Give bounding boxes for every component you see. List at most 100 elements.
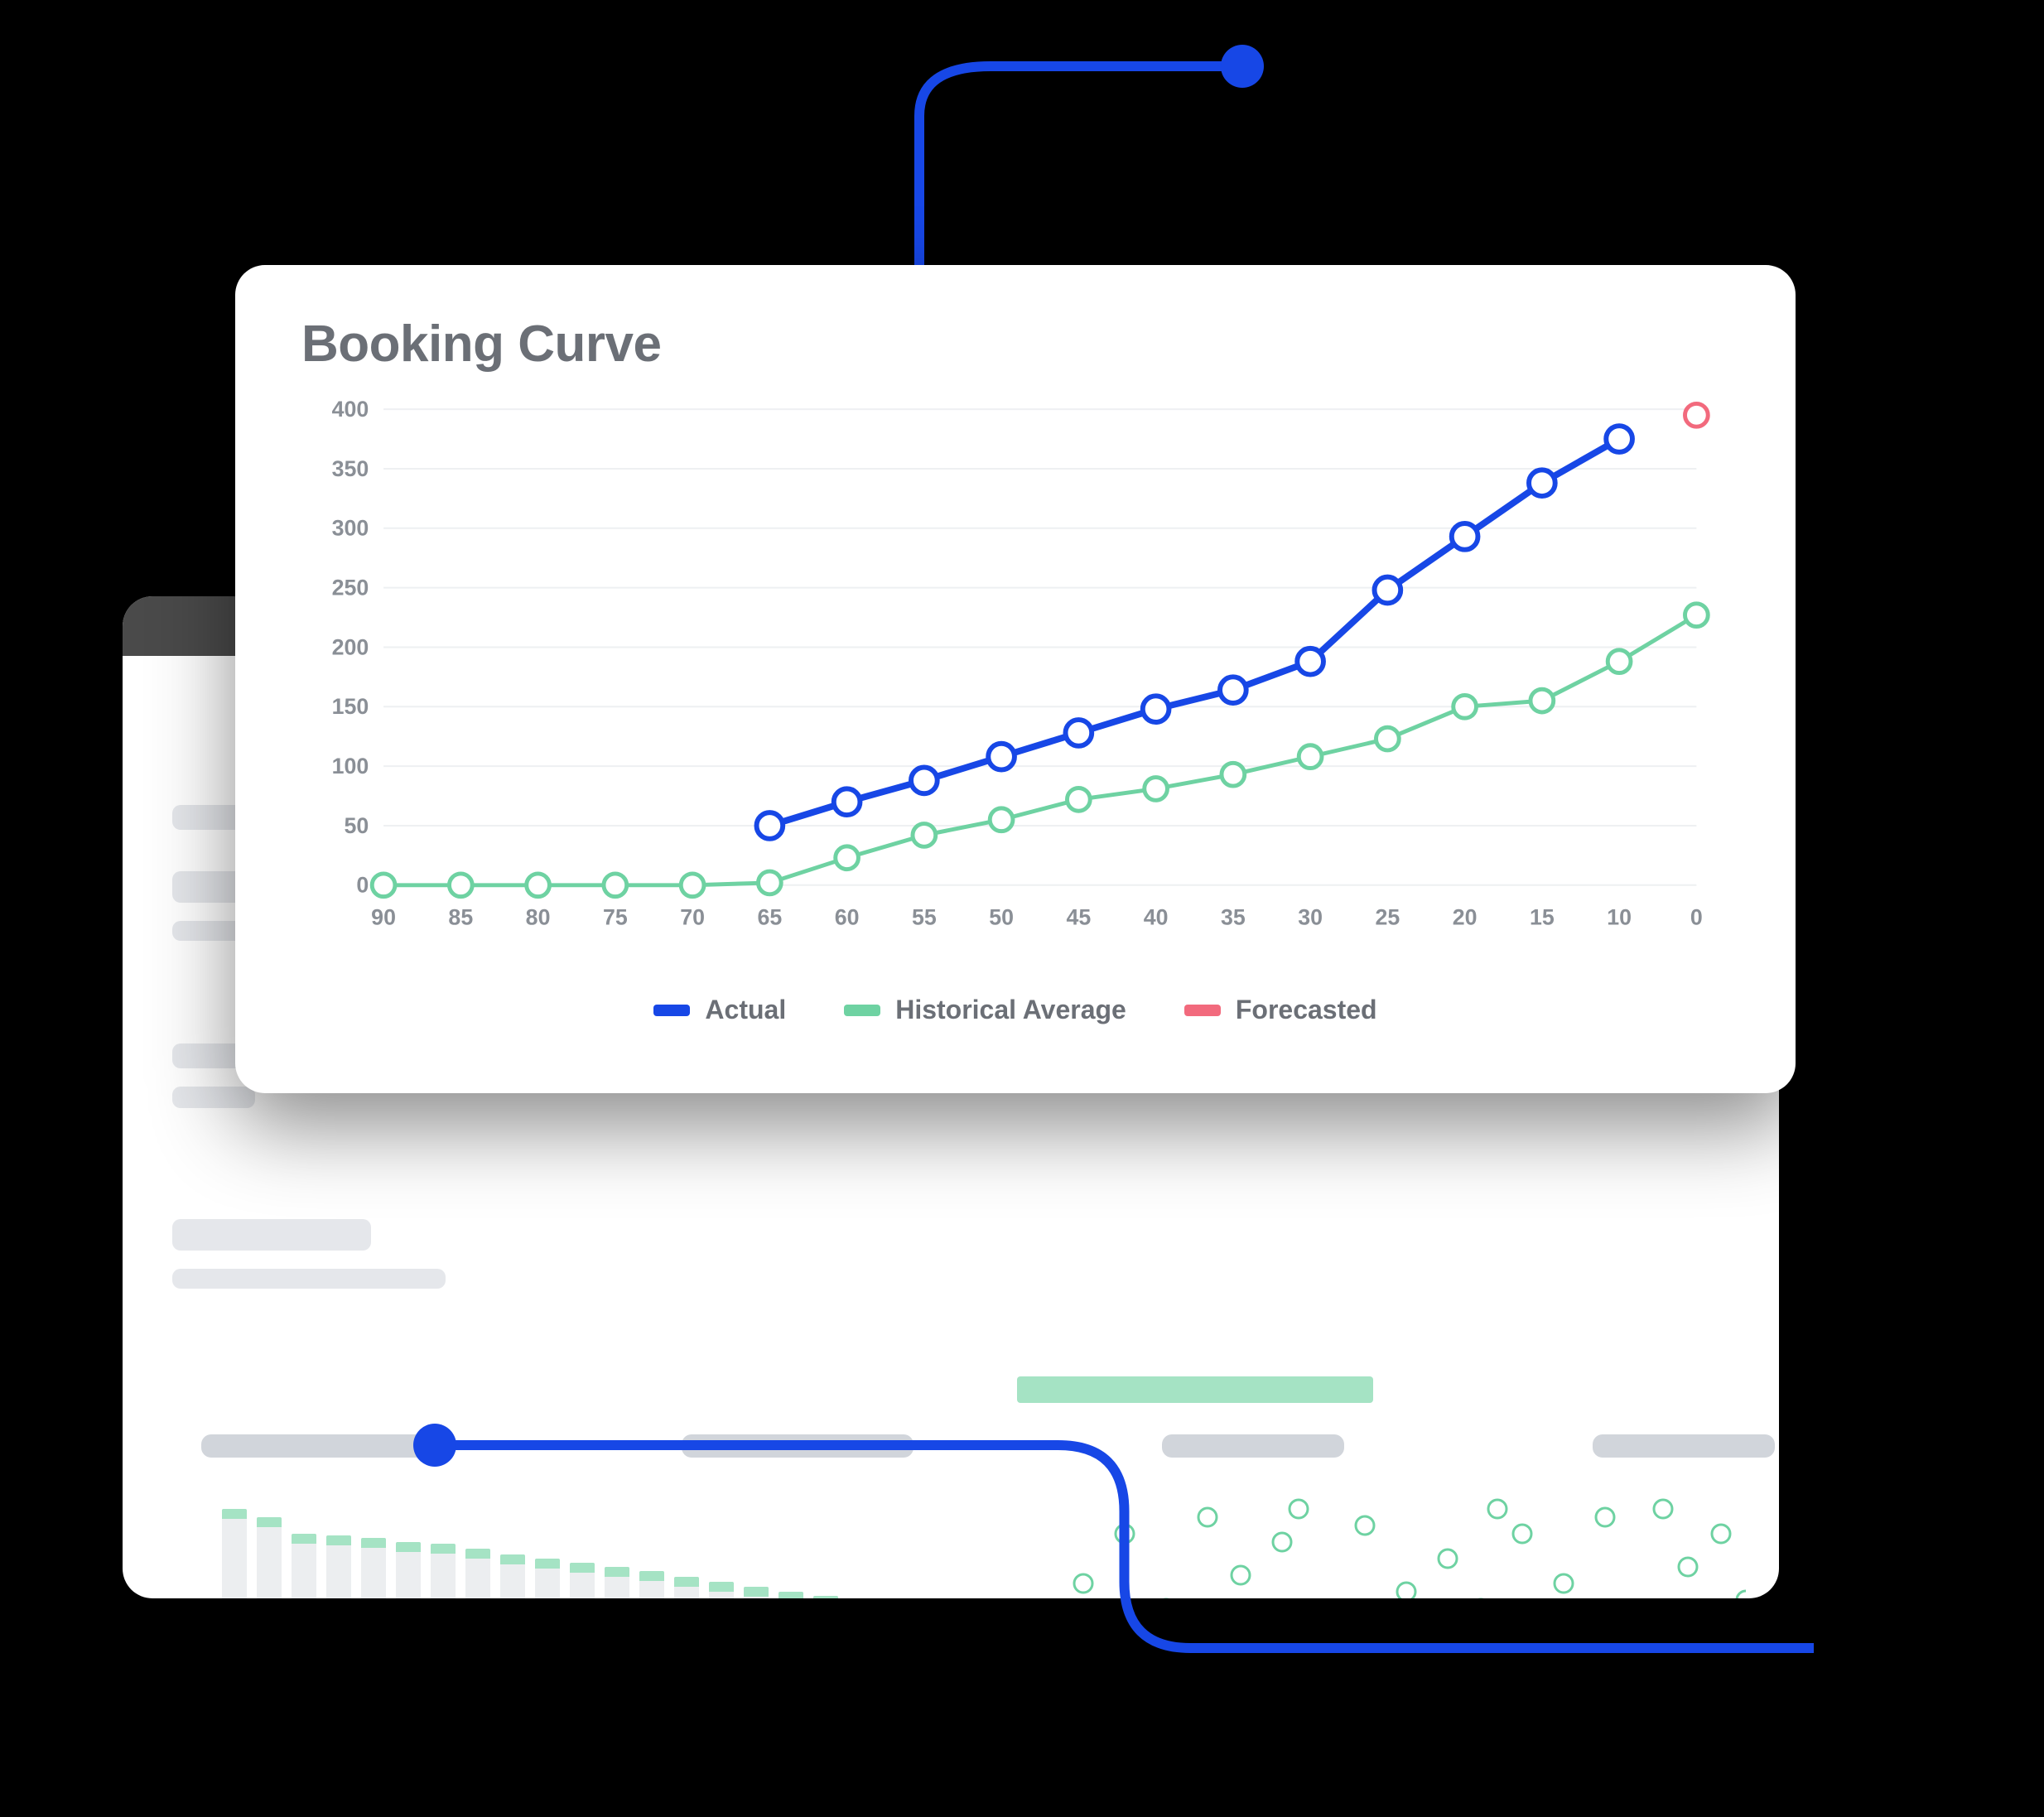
mini-bar: [431, 1544, 456, 1598]
y-tick-label: 350: [332, 456, 369, 481]
x-tick-label: 20: [1453, 904, 1478, 929]
mini-bar: [222, 1509, 247, 1598]
y-tick-label: 50: [344, 813, 369, 838]
series-point: [449, 874, 472, 897]
y-tick-label: 100: [332, 754, 369, 778]
placeholder-row: [172, 1087, 255, 1108]
placeholder-subtitle: [172, 1269, 446, 1289]
mini-bar: [396, 1542, 421, 1598]
booking-curve-card: Booking Curve 05010015020025030035040090…: [235, 265, 1796, 1093]
series-point: [527, 874, 550, 897]
x-tick-label: 75: [603, 904, 628, 929]
series-point: [913, 824, 936, 847]
mini-bar: [500, 1554, 525, 1598]
mini-bar: [744, 1587, 769, 1598]
x-tick-label: 0: [1690, 904, 1703, 929]
series-point: [1299, 745, 1322, 769]
chart-legend: Actual Historical Average Forecasted: [301, 995, 1729, 1025]
mini-bar: [639, 1571, 664, 1598]
y-tick-label: 150: [332, 694, 369, 719]
mini-bar: [709, 1582, 734, 1598]
series-line: [383, 615, 1696, 885]
legend-item: Actual: [653, 995, 786, 1025]
series-point: [834, 788, 861, 815]
x-tick-label: 50: [989, 904, 1014, 929]
series-point: [1067, 788, 1090, 811]
x-tick-label: 65: [757, 904, 782, 929]
x-tick-label: 85: [448, 904, 473, 929]
series-point: [372, 874, 395, 897]
series-point: [756, 812, 783, 839]
mini-bar: [361, 1538, 386, 1598]
legend-label: Historical Average: [895, 995, 1126, 1025]
x-tick-label: 10: [1607, 904, 1632, 929]
series-point: [990, 808, 1013, 831]
series-point: [1531, 689, 1554, 712]
mini-bar: [465, 1549, 490, 1598]
mini-bar: [570, 1563, 595, 1598]
x-tick-label: 90: [371, 904, 396, 929]
series-point: [1065, 720, 1092, 746]
placeholder-label: [1162, 1434, 1344, 1458]
placeholder-label: [201, 1434, 433, 1458]
y-tick-label: 200: [332, 634, 369, 659]
series-point: [1452, 523, 1478, 550]
series-point: [1685, 604, 1708, 627]
x-tick-label: 15: [1530, 904, 1555, 929]
chart-title: Booking Curve: [301, 315, 1729, 374]
booking-curve-chart: 0501001502002503003504009085807570656055…: [301, 390, 1729, 986]
legend-label: Forecasted: [1236, 995, 1377, 1025]
placeholder-title: [172, 1219, 371, 1251]
series-point: [1145, 778, 1168, 801]
legend-swatch: [1184, 1005, 1221, 1016]
mini-bar: [605, 1567, 629, 1598]
legend-item: Forecasted: [1184, 995, 1377, 1025]
mini-scatter-chart: [1034, 1484, 1746, 1598]
y-tick-label: 400: [332, 397, 369, 422]
legend-swatch: [844, 1005, 880, 1016]
series-point: [1453, 695, 1477, 718]
series-line: [769, 439, 1619, 826]
series-point: [1376, 727, 1399, 750]
series-point: [836, 846, 859, 870]
mini-bar: [326, 1535, 351, 1598]
x-tick-label: 40: [1144, 904, 1169, 929]
series-point: [681, 874, 704, 897]
x-tick-label: 60: [835, 904, 860, 929]
series-point: [1685, 403, 1708, 427]
x-tick-label: 30: [1298, 904, 1323, 929]
mini-chart-labels: [201, 1434, 1775, 1458]
y-tick-label: 250: [332, 576, 369, 600]
series-point: [1375, 577, 1401, 604]
x-tick-label: 55: [912, 904, 937, 929]
mini-bar: [779, 1592, 803, 1598]
x-tick-label: 80: [526, 904, 551, 929]
mini-bar: [535, 1559, 560, 1598]
series-point: [1297, 648, 1323, 675]
series-point: [1608, 650, 1631, 673]
mini-bar: [813, 1596, 838, 1598]
x-tick-label: 25: [1375, 904, 1400, 929]
series-point: [758, 871, 781, 894]
mini-bar: [674, 1577, 699, 1598]
placeholder-label: [682, 1434, 914, 1458]
legend-item: Historical Average: [844, 995, 1126, 1025]
y-tick-label: 0: [356, 873, 369, 898]
mini-bar: [292, 1534, 316, 1598]
x-tick-label: 35: [1221, 904, 1246, 929]
y-tick-label: 300: [332, 516, 369, 541]
series-point: [604, 874, 627, 897]
legend-label: Actual: [705, 995, 786, 1025]
series-point: [1222, 763, 1245, 786]
x-tick-label: 70: [680, 904, 705, 929]
mini-bar: [257, 1517, 282, 1598]
legend-swatch: [653, 1005, 690, 1016]
placeholder-label: [1593, 1434, 1775, 1458]
mini-bar-chart: [222, 1501, 977, 1598]
series-point: [1529, 470, 1555, 496]
series-point: [1220, 677, 1246, 703]
series-point: [1143, 696, 1169, 722]
series-point: [1606, 426, 1632, 452]
series-point: [988, 744, 1015, 770]
x-tick-label: 45: [1066, 904, 1091, 929]
